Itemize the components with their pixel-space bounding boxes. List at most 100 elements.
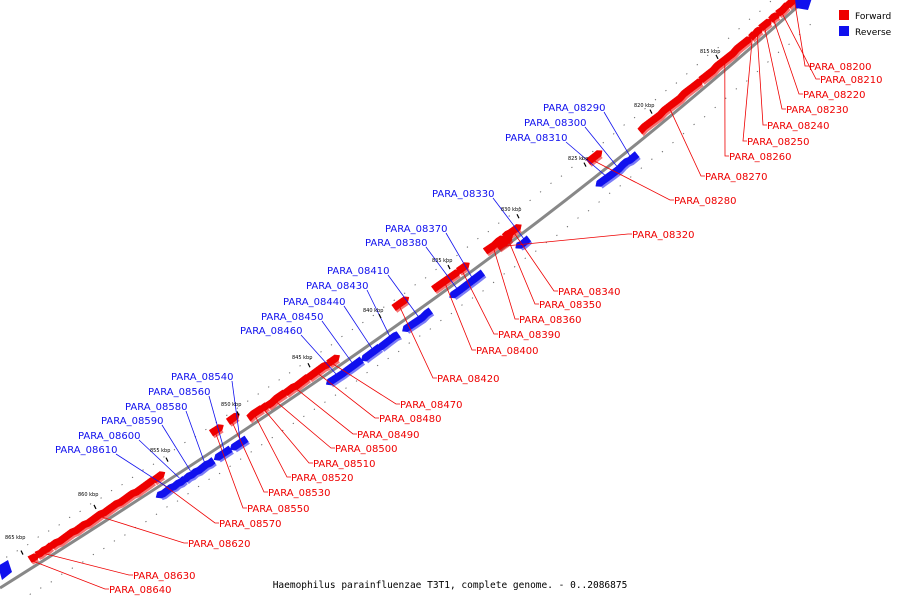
gene-label-reverse[interactable]: PARA_08310 xyxy=(505,133,567,144)
gene-label-reverse[interactable]: PARA_08590 xyxy=(101,416,163,427)
leader-line xyxy=(115,453,168,488)
gene-label-forward[interactable]: PARA_08240 xyxy=(767,121,829,132)
gene-label-forward[interactable]: PARA_08530 xyxy=(268,488,330,499)
leader-line xyxy=(724,62,729,157)
gene-label-forward[interactable]: PARA_08500 xyxy=(335,444,397,455)
gene-label-forward[interactable]: PARA_08630 xyxy=(133,571,195,582)
gene-label-forward[interactable]: PARA_08570 xyxy=(219,519,281,530)
gene-label-reverse[interactable]: PARA_08460 xyxy=(240,326,302,337)
gene-label-forward[interactable]: PARA_08520 xyxy=(291,473,353,484)
gene-label-forward[interactable]: PARA_08510 xyxy=(313,459,375,470)
gene-label-forward[interactable]: PARA_08420 xyxy=(437,374,499,385)
gene-para-08500[interactable] xyxy=(265,389,289,409)
kbp-label: 830 kbp xyxy=(501,207,521,213)
tick-mark xyxy=(788,43,790,46)
tick-mark xyxy=(187,493,189,495)
tick-mark xyxy=(686,73,688,75)
gene-label-forward[interactable]: PARA_08260 xyxy=(729,152,791,163)
gene-label-reverse[interactable]: PARA_08600 xyxy=(78,431,140,442)
gene-label-forward[interactable]: PARA_08270 xyxy=(705,172,767,183)
gene-para-08490[interactable] xyxy=(283,374,312,397)
gene-para-08250[interactable] xyxy=(748,31,757,41)
gene-para-08440[interactable] xyxy=(360,343,382,362)
leader-line xyxy=(756,34,767,126)
gene-para-08330[interactable] xyxy=(515,235,532,249)
gene-para-08590[interactable] xyxy=(181,468,198,483)
tick-mark xyxy=(492,281,495,284)
gene-para-08640[interactable] xyxy=(27,553,40,563)
leader-line xyxy=(503,233,632,247)
gene-para-08610[interactable] xyxy=(155,483,177,499)
gene-para-08460[interactable] xyxy=(325,370,345,386)
gene-label-forward[interactable]: PARA_08320 xyxy=(632,230,694,241)
gene-label-forward[interactable]: PARA_08640 xyxy=(109,585,171,596)
gene-label-forward[interactable]: PARA_08280 xyxy=(674,196,736,207)
tick-mark xyxy=(435,268,437,271)
gene-label-forward[interactable]: PARA_08400 xyxy=(476,346,538,357)
gene-label-forward[interactable]: PARA_08620 xyxy=(188,539,250,550)
gene-label-reverse[interactable]: PARA_08330 xyxy=(432,189,494,200)
tick-mark xyxy=(539,191,542,193)
gene-label-reverse[interactable]: PARA_08380 xyxy=(365,238,427,249)
gene-label-forward[interactable]: PARA_08200 xyxy=(809,62,871,73)
gene-label-forward[interactable]: PARA_08210 xyxy=(820,75,882,86)
gene-para-08380[interactable] xyxy=(449,286,464,299)
gene-label-forward[interactable]: PARA_08470 xyxy=(400,400,462,411)
tick-mark xyxy=(598,201,600,203)
gene-para-08480[interactable] xyxy=(306,361,332,381)
gene-para-08510[interactable] xyxy=(260,402,271,412)
gene-para-08300[interactable] xyxy=(607,161,626,178)
gene-label-forward[interactable]: PARA_08230 xyxy=(786,105,848,116)
tick-mark xyxy=(445,261,448,264)
tick-mark xyxy=(661,150,664,153)
tick-mark xyxy=(456,254,458,257)
gene-para-08290[interactable] xyxy=(619,151,640,168)
gene-label-forward[interactable]: PARA_08480 xyxy=(379,414,441,425)
gene-label-reverse[interactable]: PARA_08430 xyxy=(306,281,368,292)
gene-label-reverse[interactable]: PARA_08540 xyxy=(171,372,233,383)
gene-label-forward[interactable]: PARA_08340 xyxy=(558,287,620,298)
gene-para-08630[interactable] xyxy=(34,542,55,559)
gene-para-08530[interactable] xyxy=(225,412,240,425)
gene-label-forward[interactable]: PARA_08390 xyxy=(498,330,560,341)
gene-label-reverse[interactable]: PARA_08370 xyxy=(385,224,447,235)
gene-label-forward[interactable]: PARA_08490 xyxy=(357,430,419,441)
tick-mark xyxy=(372,314,375,317)
gene-para-08370[interactable] xyxy=(457,269,486,293)
gene-para-08260[interactable] xyxy=(698,36,753,84)
gene-para-08400[interactable] xyxy=(430,269,461,293)
gene-para-08550[interactable] xyxy=(208,424,224,437)
gene-para-08270[interactable] xyxy=(637,78,704,135)
gene-para-08420[interactable] xyxy=(391,296,410,312)
gene-label-reverse[interactable]: PARA_08440 xyxy=(283,297,345,308)
leader-line xyxy=(275,401,335,449)
gene-label-reverse[interactable]: PARA_08290 xyxy=(543,103,605,114)
gene-label-reverse[interactable]: PARA_08410 xyxy=(327,266,389,277)
gene-para-08360[interactable] xyxy=(482,235,506,255)
gene-para-08310[interactable] xyxy=(595,171,614,187)
tick-mark xyxy=(166,506,168,508)
tick-mark xyxy=(142,469,144,471)
gene-label-reverse[interactable]: PARA_08580 xyxy=(125,402,187,413)
gene-para-08620[interactable] xyxy=(49,477,157,550)
gene-label-reverse[interactable]: PARA_08300 xyxy=(524,118,586,129)
kbp-label: 840 kbp xyxy=(363,308,383,314)
leader-line xyxy=(593,160,674,201)
gene-para-08430[interactable] xyxy=(376,331,401,351)
gene-para-08280[interactable] xyxy=(585,150,603,166)
gene-para-08580[interactable] xyxy=(191,457,216,476)
gene-label-forward[interactable]: PARA_08250 xyxy=(747,137,809,148)
gene-label-reverse[interactable]: PARA_08560 xyxy=(148,387,210,398)
gene-para-08540[interactable] xyxy=(229,435,249,451)
gene-para-08410[interactable] xyxy=(402,307,434,332)
gene-label-forward[interactable]: PARA_08550 xyxy=(247,504,309,515)
gene-label-forward[interactable]: PARA_08220 xyxy=(803,90,865,101)
gene-label-forward[interactable]: PARA_08360 xyxy=(519,315,581,326)
gene-para-08600[interactable] xyxy=(170,475,187,490)
tick-mark xyxy=(376,364,379,367)
gene-label-forward[interactable]: PARA_08350 xyxy=(539,300,601,311)
gene-label-reverse[interactable]: PARA_08450 xyxy=(261,312,323,323)
tick-mark xyxy=(37,536,39,538)
gene-label-reverse[interactable]: PARA_08610 xyxy=(55,445,117,456)
gene-para-08520[interactable] xyxy=(246,405,266,422)
